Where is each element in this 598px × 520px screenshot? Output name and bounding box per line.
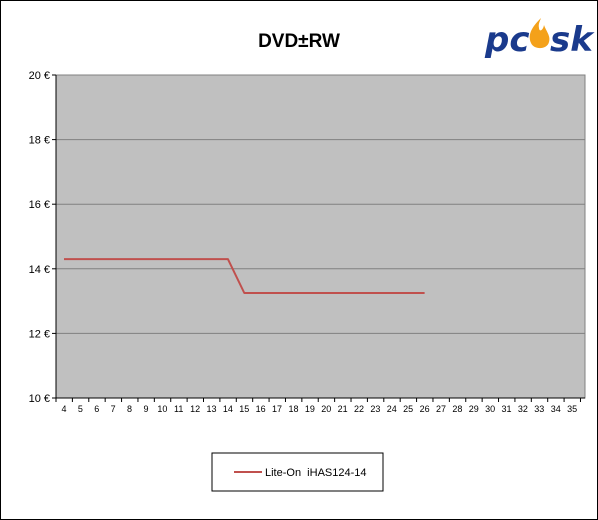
pcsk-logo: pc sk	[484, 18, 595, 60]
y-axis: 10 € 12 € 14 € 16 € 18 € 20 €	[29, 70, 57, 405]
legend: Lite-On iHAS124-14	[211, 452, 384, 492]
x-tick-label: 23	[370, 404, 380, 414]
x-tick-label: 22	[354, 404, 364, 414]
y-tick-label: 16 €	[29, 199, 50, 211]
x-tick-label: 7	[111, 404, 116, 414]
x-tick-label: 32	[518, 404, 528, 414]
x-tick-label: 30	[485, 404, 495, 414]
x-tick-label: 13	[207, 404, 217, 414]
legend-label: Lite-On iHAS124-14	[265, 467, 367, 479]
x-tick-label: 19	[305, 404, 315, 414]
x-tick-label: 10	[157, 404, 167, 414]
x-tick-label: 15	[239, 404, 249, 414]
x-tick-label: 29	[469, 404, 479, 414]
x-tick-label: 6	[94, 404, 99, 414]
y-tick-label: 12 €	[29, 328, 50, 340]
plot-area	[55, 74, 586, 399]
x-tick-label: 8	[127, 404, 132, 414]
x-tick-label: 27	[436, 404, 446, 414]
x-tick-label: 11	[174, 404, 183, 414]
x-tick-label: 9	[143, 404, 148, 414]
chart-title: DVD±RW	[258, 31, 340, 52]
logo-sk-text: sk	[550, 20, 595, 60]
y-tick-label: 20 €	[29, 70, 50, 82]
y-tick-label: 14 €	[29, 264, 50, 276]
x-tick-label: 16	[256, 404, 266, 414]
x-tick-label: 31	[502, 404, 512, 414]
y-tick-label: 10 €	[29, 393, 50, 405]
gridlines	[56, 139, 585, 334]
y-tick-label: 18 €	[29, 135, 50, 147]
x-tick-label: 25	[403, 404, 413, 414]
x-tick-label: 21	[338, 404, 348, 414]
x-tick-label: 35	[567, 404, 577, 414]
series-layer	[64, 258, 425, 294]
series-line	[64, 258, 425, 294]
x-tick-label: 12	[190, 404, 200, 414]
logo-flame-icon	[529, 18, 550, 49]
x-tick-label: 17	[272, 404, 282, 414]
x-tick-label: 26	[420, 404, 430, 414]
logo-pc-text: pc	[484, 20, 530, 60]
x-tick-label: 28	[452, 404, 462, 414]
x-tick-label: 18	[288, 404, 298, 414]
x-tick-label: 14	[223, 404, 233, 414]
x-tick-label: 5	[78, 404, 83, 414]
x-tick-label: 34	[551, 404, 561, 414]
x-tick-label: 4	[61, 404, 66, 414]
x-tick-label: 33	[534, 404, 544, 414]
x-tick-label: 24	[387, 404, 397, 414]
x-tick-label: 20	[321, 404, 331, 414]
x-axis: 4 5 6 7 8 9 10 11 12 13 14 15 16 17 18 19 20 21 22 23 24 25 26…	[55, 397, 585, 414]
